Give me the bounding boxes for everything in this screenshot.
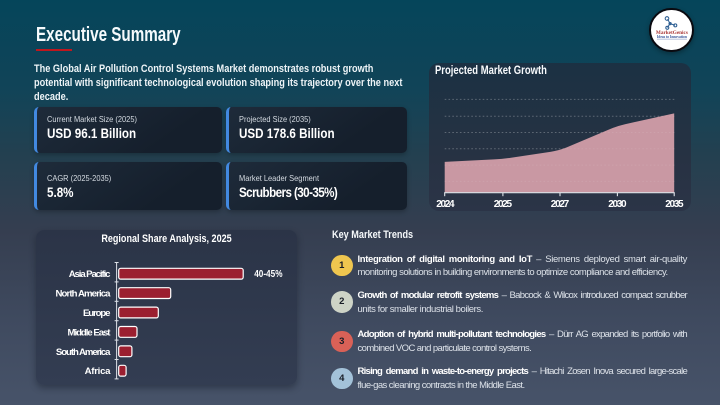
svg-text:2035: 2035: [665, 198, 684, 209]
svg-text:Africa: Africa: [85, 366, 112, 377]
svg-text:Asia Pacific: Asia Pacific: [69, 269, 111, 280]
svg-text:2025: 2025: [493, 198, 512, 209]
svg-text:2027: 2027: [550, 198, 569, 209]
svg-text:South America: South America: [56, 346, 111, 357]
svg-text:Europe: Europe: [83, 308, 111, 319]
svg-text:2024: 2024: [436, 198, 455, 209]
svg-text:40-45%: 40-45%: [254, 269, 282, 280]
svg-text:MarketGenics: MarketGenics: [656, 30, 688, 36]
svg-text:Ideas to Innovation: Ideas to Innovation: [657, 34, 687, 38]
svg-text:North America: North America: [56, 288, 112, 299]
svg-text:Middle East: Middle East: [68, 327, 112, 338]
svg-text:2030: 2030: [608, 198, 627, 209]
